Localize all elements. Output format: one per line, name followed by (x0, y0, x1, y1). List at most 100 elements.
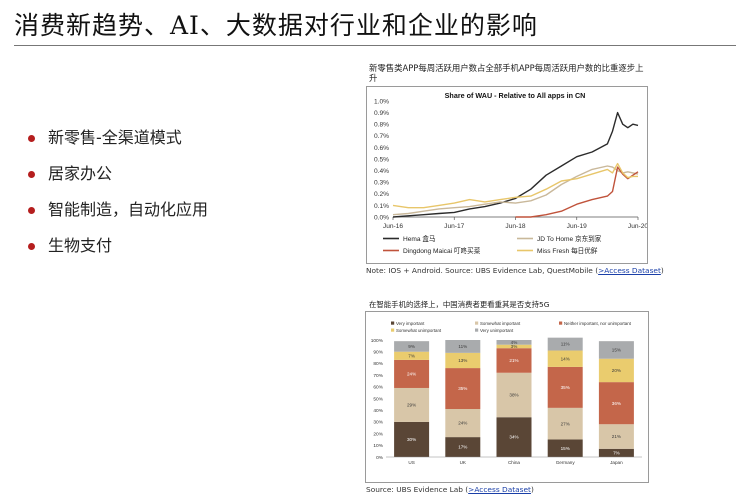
bar-segment (547, 407, 583, 440)
bullet-item: 居家办公 (28, 162, 208, 198)
data-label: 4% (511, 340, 518, 345)
data-label: 21% (612, 434, 621, 439)
x-tick-label: Jun-18 (505, 223, 525, 230)
data-label: 15% (612, 348, 621, 353)
legend-swatch (559, 321, 563, 325)
data-label: 35% (561, 385, 570, 390)
bar-segment (598, 382, 634, 425)
bullet-text: 居家办公 (48, 164, 113, 183)
legend-label: Hema 盒马 (403, 234, 436, 243)
data-label: 24% (407, 372, 416, 377)
bar-segment (445, 352, 481, 369)
y-tick-label: 0.3% (374, 180, 389, 187)
x-tick-label: US (408, 460, 414, 465)
chart1-note-text: Note: IOS + Android. Source: UBS Evidenc… (366, 266, 599, 275)
x-tick-label: Jun-16 (383, 223, 403, 230)
bullet-dot-icon (28, 171, 35, 178)
bullet-item: 智能制造，自动化应用 (28, 198, 208, 234)
y-tick-label: 30% (373, 420, 383, 426)
x-tick-label: UK (460, 460, 467, 465)
bullet-text: 智能制造，自动化应用 (48, 200, 209, 219)
bar-segment (496, 417, 532, 457)
bullet-item: 新零售-全渠道模式 (28, 126, 208, 162)
bullet-dot-icon (28, 135, 35, 142)
legend-label: Very unimportant (480, 328, 514, 333)
bar-segment (394, 341, 430, 352)
bar-segment (394, 351, 430, 360)
y-tick-label: 0.8% (374, 122, 389, 129)
bar-segment (547, 337, 583, 351)
y-tick-label: 40% (373, 408, 383, 414)
y-tick-label: 0.4% (374, 168, 389, 175)
bullet-text: 生物支付 (48, 236, 113, 255)
access-dataset-link[interactable]: >Access Dataset (598, 266, 661, 275)
data-label: 24% (458, 421, 467, 426)
title-divider (14, 45, 736, 46)
line-chart: Share of WAU - Relative to All apps in C… (374, 91, 648, 255)
bar-segment (496, 340, 532, 345)
data-label: 27% (561, 421, 570, 426)
legend-swatch (391, 328, 395, 332)
y-tick-label: 0% (376, 455, 384, 461)
y-tick-label: 70% (373, 373, 383, 379)
data-label: 20% (612, 368, 621, 373)
y-tick-label: 0.5% (374, 156, 389, 163)
bullet-list: 新零售-全渠道模式 居家办公 智能制造，自动化应用 生物支付 (28, 126, 208, 270)
data-label: 34% (509, 435, 518, 440)
bar-segment (496, 348, 532, 373)
legend-swatch (391, 321, 395, 325)
bar-segment (496, 344, 532, 349)
y-tick-label: 10% (373, 443, 383, 449)
x-tick-label: Jun-17 (444, 223, 464, 230)
bar-segment (445, 437, 481, 457)
chart2-note: Source: UBS Evidence Lab (>Access Datase… (366, 485, 534, 494)
legend-label: Miss Fresh 每日优鲜 (537, 246, 598, 255)
y-tick-label: 0.6% (374, 145, 389, 152)
line-chart-box: Share of WAU - Relative to All apps in C… (366, 86, 648, 264)
y-tick-label: 0.1% (374, 203, 389, 210)
data-label: 17% (458, 445, 467, 450)
data-label: 9% (408, 344, 415, 349)
data-label: 30% (407, 437, 416, 442)
bar-segment (445, 340, 481, 353)
bar-segment (445, 368, 481, 410)
bar-segment (547, 350, 583, 367)
bar-segment (394, 387, 430, 422)
line-series (392, 162, 638, 209)
legend-swatch (475, 328, 479, 332)
stacked-bar-chart: Very important Somewhat important Neither … (371, 321, 642, 465)
legend-label: Dingdong Maicai 叮咚买菜 (403, 246, 481, 255)
access-dataset-link[interactable]: >Access Dataset (468, 485, 531, 494)
legend-label: JD To Home 京东到家 (537, 234, 602, 243)
y-tick-label: 20% (373, 431, 383, 437)
chart1-caption: 新零售类APP每周活跃用户数占全部手机APP每周活跃用户数的比重逐步上升 (369, 63, 644, 83)
chart2-caption: 在智能手机的选择上，中国消费者更看重其是否支持5G (369, 300, 550, 309)
line-series (392, 111, 639, 218)
data-label: 3% (511, 344, 518, 349)
bullet-dot-icon (28, 243, 35, 250)
bar-segment (445, 409, 481, 438)
data-label: 13% (458, 358, 467, 363)
legend-label: Somewhat important (480, 321, 521, 326)
y-tick-label: 100% (371, 338, 384, 344)
bar-segment (394, 359, 430, 388)
chart-title: Share of WAU - Relative to All apps in C… (445, 91, 586, 100)
y-tick-label: 0.9% (374, 110, 389, 117)
bar-segment (547, 439, 583, 457)
chart2-note-end: ) (530, 485, 534, 494)
data-label: 38% (509, 393, 518, 398)
bar-segment (598, 424, 634, 449)
y-tick-label: 1.0% (374, 98, 389, 105)
data-label: 15% (561, 446, 570, 451)
bar-segment (598, 358, 634, 383)
y-tick-label: 50% (373, 396, 383, 402)
slide-title: 消费新趋势、AI、大数据对行业和企业的影响 (14, 11, 538, 40)
data-label: 36% (612, 401, 621, 406)
data-label: 11% (458, 344, 467, 349)
legend-swatch (475, 321, 479, 325)
y-tick-label: 80% (373, 361, 383, 367)
bar-segment (496, 372, 532, 418)
data-label: 7% (613, 451, 620, 456)
data-label: 11% (561, 342, 570, 347)
bullet-text: 新零售-全渠道模式 (48, 128, 182, 147)
